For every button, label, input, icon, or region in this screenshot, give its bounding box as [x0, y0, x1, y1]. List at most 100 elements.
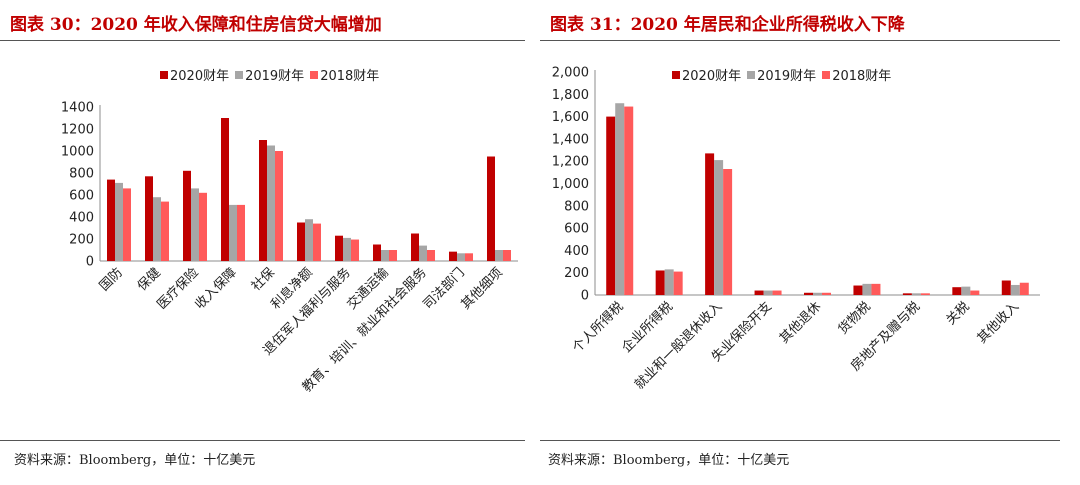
bar — [351, 239, 359, 261]
legend-right: 2020财年 2019财年 2018财年 — [672, 65, 897, 84]
y-tick-label: 1,200 — [552, 155, 589, 170]
legend-label: 2020财年 — [170, 69, 230, 84]
bar — [705, 153, 715, 295]
legend-item: 2020财年 — [160, 65, 229, 84]
legend-item: 2018财年 — [822, 65, 891, 84]
x-category-label: 其他收入 — [975, 299, 1022, 346]
bar — [237, 204, 245, 261]
bar — [1001, 280, 1011, 295]
bar — [862, 283, 872, 295]
bar — [673, 271, 683, 295]
legend-label: 2018财年 — [832, 69, 892, 84]
legend-left: 2020财年 2019财年 2018财年 — [160, 65, 385, 84]
bar — [664, 269, 674, 295]
bar — [723, 169, 733, 295]
x-category-label: 收入保障 — [192, 265, 239, 312]
bar — [145, 176, 153, 261]
bar — [267, 145, 275, 261]
bar — [373, 244, 381, 261]
y-tick-label: 400 — [69, 211, 94, 226]
chart-title-left: 图表 30：2020 年收入保障和住房信贷大幅增加 — [10, 15, 382, 35]
y-tick-label: 1400 — [61, 101, 94, 116]
x-category-label: 国防 — [96, 265, 126, 295]
legend-label: 2019财年 — [757, 69, 817, 84]
bar — [449, 251, 457, 261]
legend-item: 2018财年 — [310, 65, 379, 84]
y-tick-label: 600 — [564, 222, 589, 237]
bar — [259, 140, 267, 261]
bar — [199, 192, 207, 261]
bar — [221, 118, 229, 261]
bar — [920, 293, 930, 295]
y-tick-label: 1,800 — [552, 88, 589, 103]
y-tick-label: 1,000 — [552, 177, 589, 192]
bar — [624, 106, 634, 295]
bar — [123, 188, 131, 261]
bar — [297, 222, 305, 261]
source-note-right: 资料来源：Bloomberg，单位：十亿美元 — [548, 453, 790, 468]
legend-label: 2018财年 — [320, 69, 380, 84]
bar — [754, 290, 764, 295]
bar — [115, 182, 123, 261]
title-rule-right — [540, 40, 1060, 41]
bar — [714, 160, 724, 295]
legend-swatch — [747, 71, 756, 79]
chart-panel-right: 图表 31：2020 年居民和企业所得税收入下降 2020财年 2019财年 201… — [540, 0, 1080, 485]
bar — [229, 204, 237, 261]
bar — [153, 197, 161, 261]
bar — [487, 156, 495, 261]
y-tick-label: 600 — [69, 189, 94, 204]
bar — [183, 170, 191, 261]
x-category-label: 其他细项 — [458, 265, 505, 312]
bar — [465, 253, 473, 261]
bar — [772, 290, 782, 295]
bar — [275, 151, 283, 261]
y-tick-label: 2,000 — [552, 66, 589, 81]
y-tick-label: 200 — [69, 233, 94, 248]
bar — [335, 235, 343, 261]
legend-label: 2020财年 — [682, 69, 742, 84]
bar — [1019, 282, 1029, 295]
legend-item: 2019财年 — [747, 65, 816, 84]
bar — [615, 103, 625, 295]
bar — [902, 293, 912, 295]
bar — [813, 292, 822, 295]
legend-label: 2019财年 — [245, 69, 305, 84]
bar — [952, 287, 962, 295]
bar — [427, 250, 435, 261]
bar — [606, 116, 616, 295]
bar — [822, 292, 831, 295]
x-category-label: 关税 — [944, 299, 973, 328]
bar — [161, 201, 169, 261]
source-rule-right — [540, 440, 1060, 441]
bar — [1010, 284, 1020, 295]
bar — [343, 237, 351, 261]
bar — [419, 245, 427, 261]
bar — [389, 250, 397, 261]
bar — [411, 233, 419, 261]
x-category-label: 就业和一般退休收入 — [631, 299, 725, 393]
chart-panel-left: 图表 30：2020 年收入保障和住房信贷大幅增加 2020财年 2019财年 20… — [0, 15, 525, 468]
bar — [911, 293, 921, 295]
y-tick-label: 0 — [581, 289, 589, 304]
bar — [107, 179, 115, 261]
x-category-label: 货物税 — [835, 299, 874, 338]
y-tick-label: 1000 — [61, 145, 94, 160]
legend-swatch — [160, 71, 168, 79]
title-rule-left — [0, 40, 525, 41]
legend-swatch — [822, 71, 831, 79]
bar — [961, 286, 971, 295]
y-tick-label: 200 — [564, 266, 589, 281]
bar — [853, 285, 863, 295]
chart-title-right: 图表 31：2020 年居民和企业所得税收入下降 — [550, 15, 905, 35]
source-note-left: 资料来源：Bloomberg，单位：十亿美元 — [14, 453, 256, 468]
bar — [381, 250, 389, 261]
bar — [655, 270, 665, 295]
bar — [503, 250, 511, 261]
y-tick-label: 0 — [86, 255, 94, 270]
bar — [457, 253, 465, 261]
x-category-label: 保健 — [135, 265, 164, 294]
y-tick-label: 800 — [69, 167, 94, 182]
bar — [970, 290, 980, 295]
